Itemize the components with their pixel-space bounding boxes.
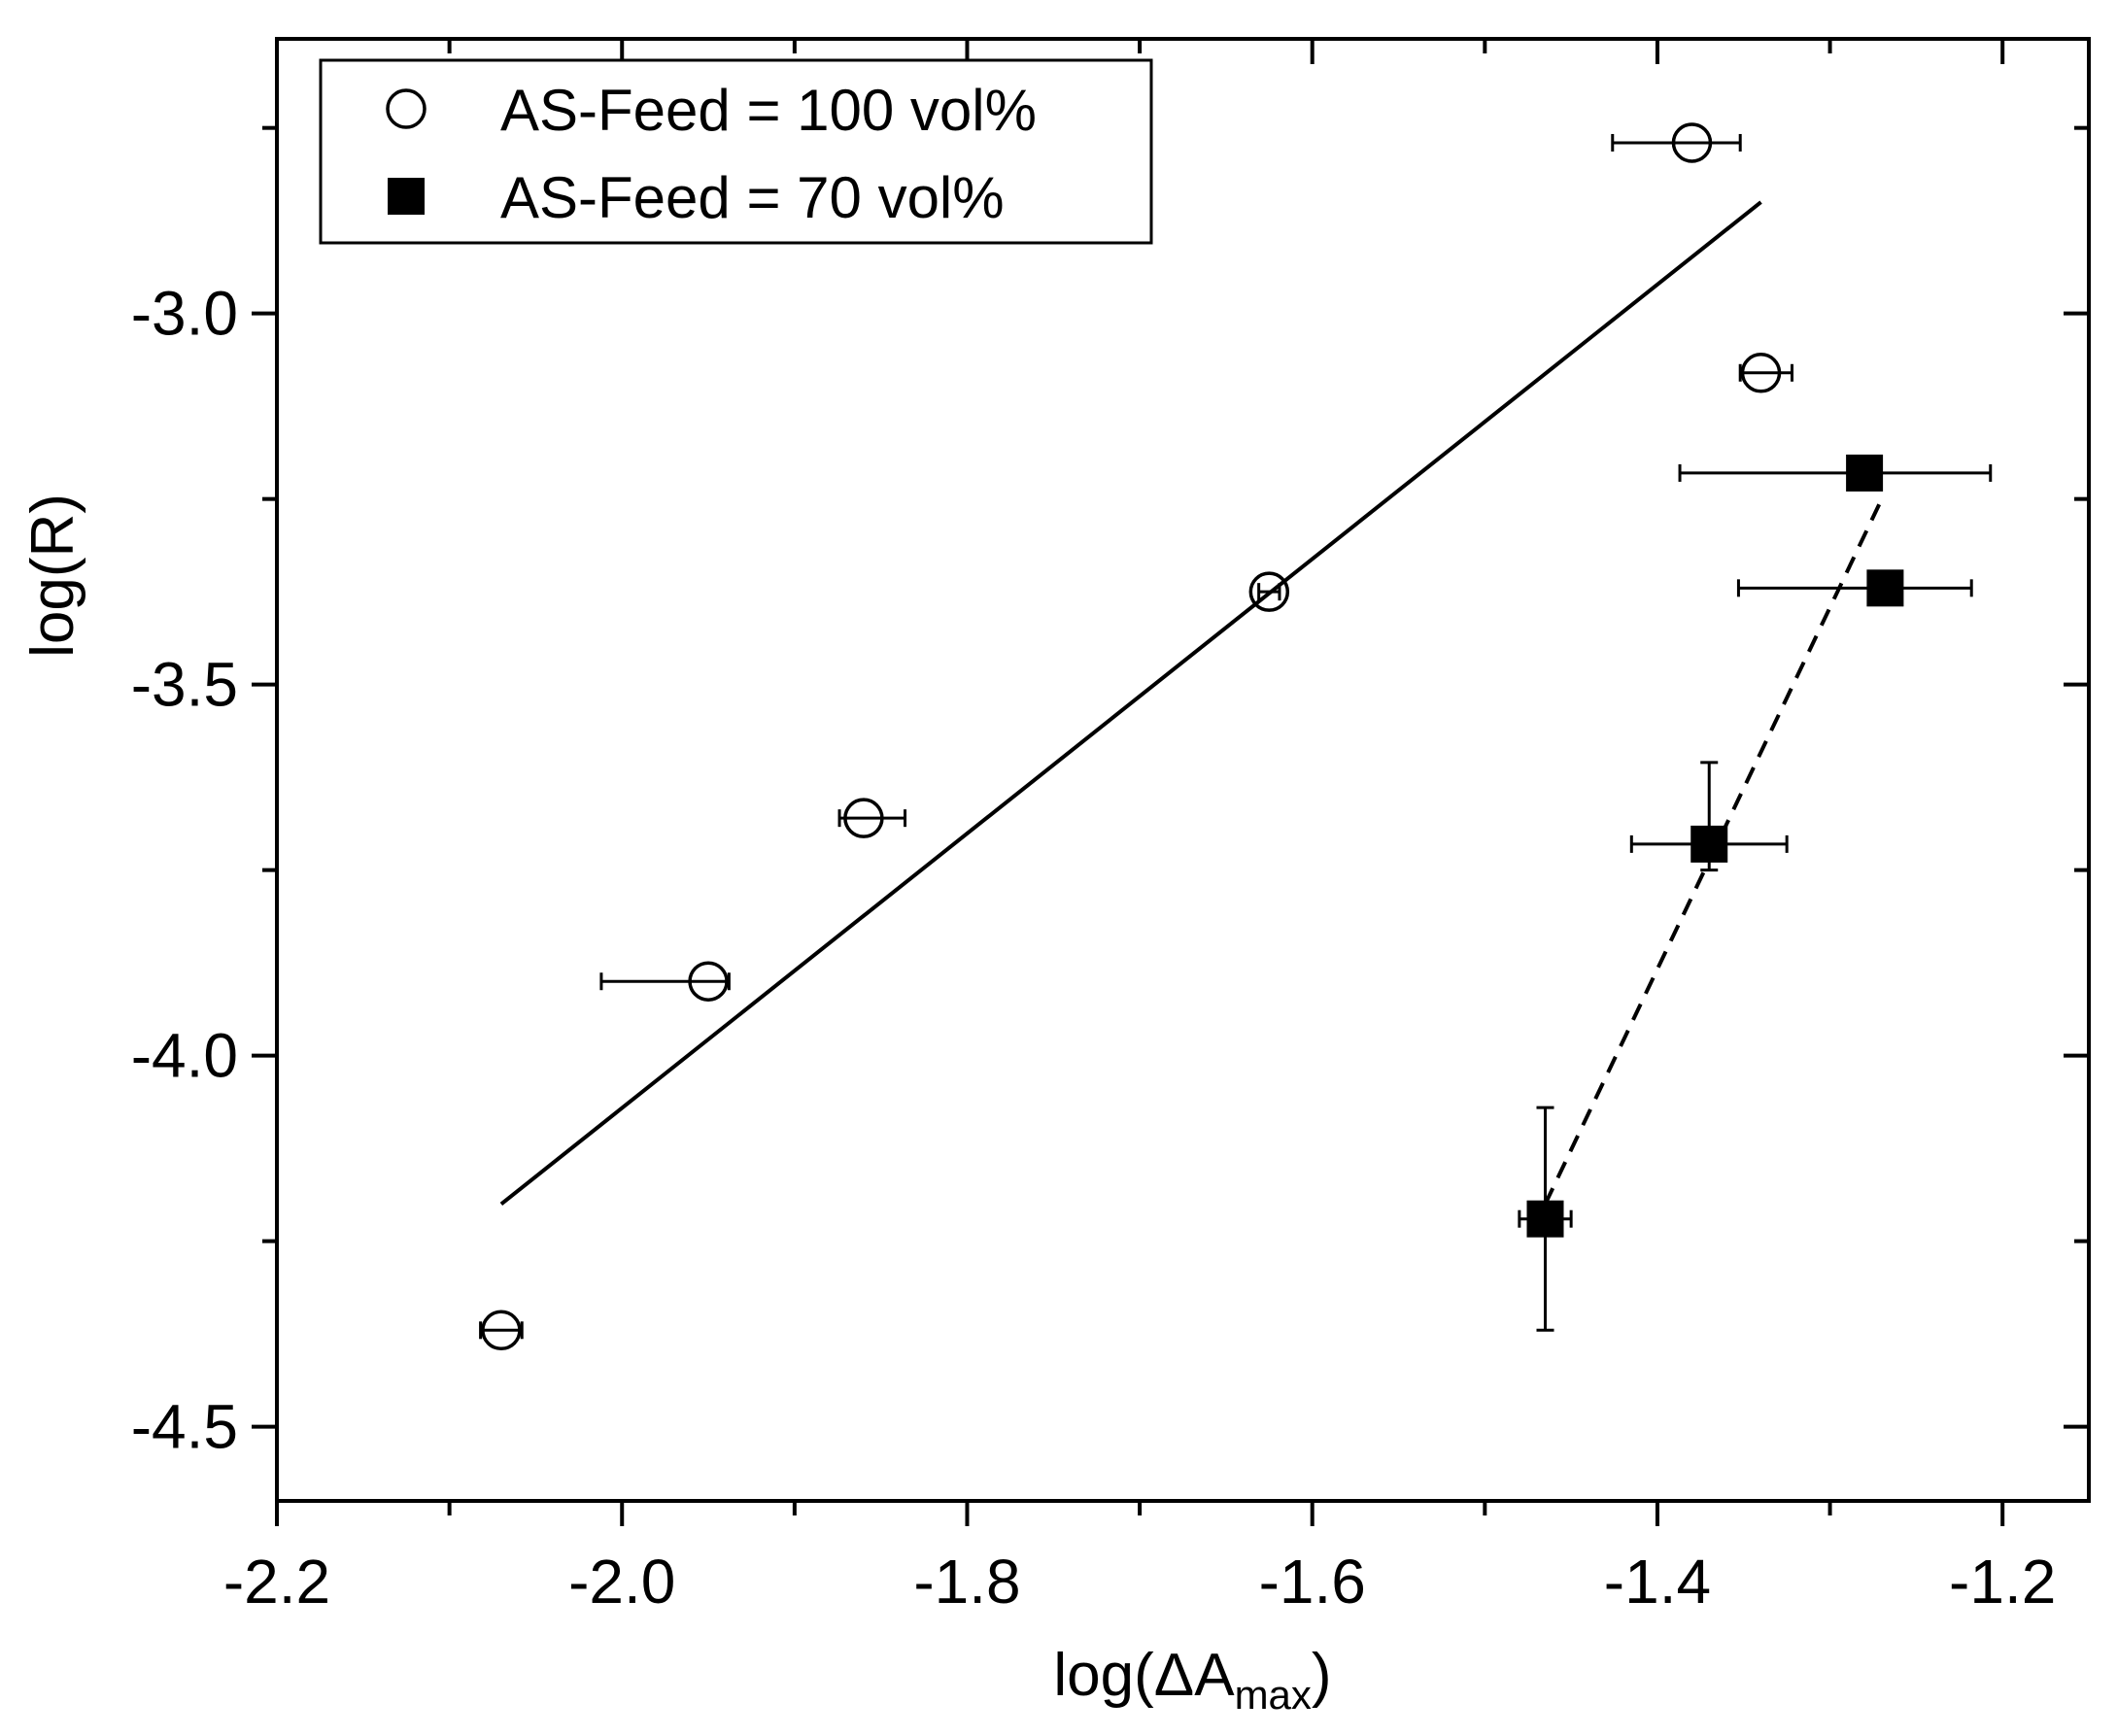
data-point-s1-p1: [481, 1310, 522, 1351]
fit-lines: [499, 200, 1884, 1206]
fit-line-1: [499, 200, 1762, 1206]
y-axis-title: log(R): [19, 494, 86, 658]
data-point-s2-p4: [1866, 569, 1904, 607]
legend-label: AS-Feed = 70 vol%: [500, 165, 1005, 230]
x-tick-label: -1.2: [1949, 1547, 2056, 1617]
data-point-s2-p1: [1526, 1200, 1564, 1238]
tick-labels: -2.2 -2.0 -1.8 -1.6 -1.4 -1.2 -4.5 -4.0 -3.5 -3.0: [131, 279, 2057, 1617]
y-tick-label: -4.5: [131, 1392, 238, 1462]
y-tick-label: -3.5: [131, 650, 238, 720]
data-point-s2-p3: [1846, 454, 1884, 492]
y-tick-label: -4.0: [131, 1021, 238, 1091]
x-axis-title: log(ΔAmax): [1053, 1642, 1331, 1718]
data-markers: [481, 122, 1904, 1351]
y-tick-label: -3.0: [131, 279, 238, 349]
x-axis-title-close: ): [1312, 1642, 1332, 1709]
x-tick-label: -2.2: [223, 1547, 330, 1617]
axis-ticks: [252, 39, 2089, 1526]
legend-box: [319, 58, 1153, 245]
data-point-s1-p5: [1671, 122, 1713, 163]
x-tick-label: -2.0: [568, 1547, 675, 1617]
legend: AS-Feed = 100 vol% AS-Feed = 70 vol%: [319, 58, 1153, 245]
data-point-s1-p2: [688, 961, 729, 1002]
x-axis-title-main: log(ΔA: [1053, 1642, 1235, 1709]
data-point-s1-p3: [843, 798, 884, 838]
data-point-s1-p6: [1740, 353, 1782, 393]
x-tick-label: -1.4: [1604, 1547, 1711, 1617]
legend-label: AS-Feed = 100 vol%: [500, 78, 1037, 143]
plot-frame: [275, 37, 2091, 1503]
x-tick-label: -1.6: [1259, 1547, 1366, 1617]
error-bars: [479, 133, 1993, 1340]
x-axis-title-subscript: max: [1235, 1672, 1312, 1718]
legend-marker-open-circle: [386, 88, 427, 129]
data-point-s1-p4: [1248, 571, 1290, 612]
data-point-s2-p2: [1690, 825, 1728, 863]
x-tick-label: -1.8: [913, 1547, 1020, 1617]
legend-marker-filled-square: [388, 178, 425, 215]
